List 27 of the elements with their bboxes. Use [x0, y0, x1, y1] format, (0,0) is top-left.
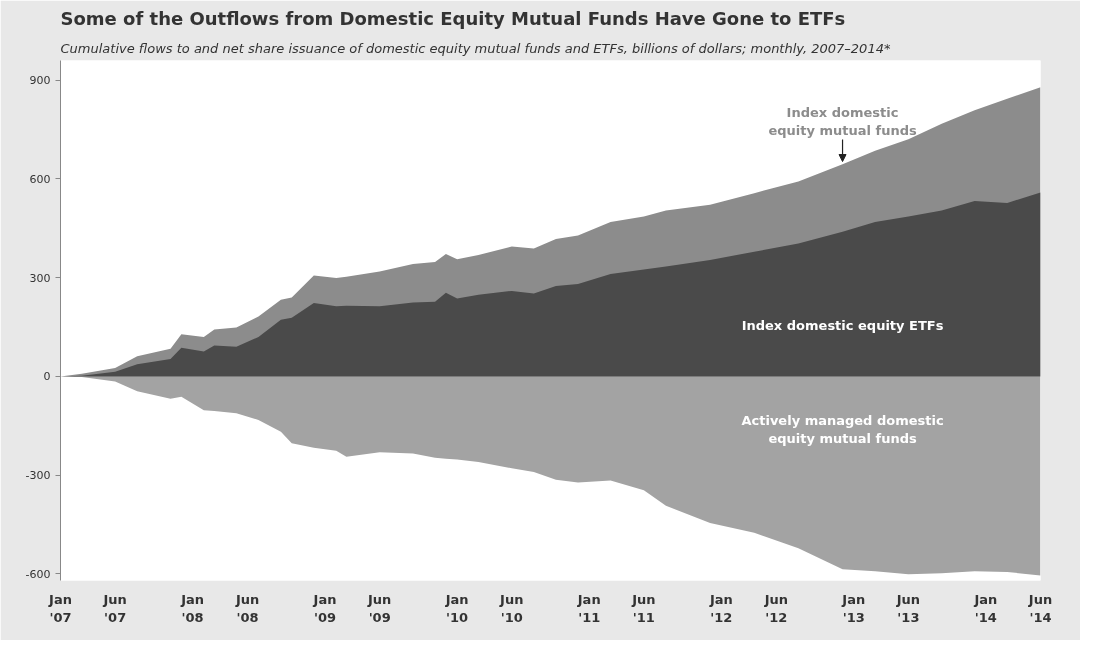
x-tick-label: Jan '09	[312, 591, 337, 625]
x-tick-label: Jan '07	[48, 591, 72, 625]
x-tick-label: Jun '11	[631, 591, 656, 625]
x-tick-label: Jun '09	[367, 591, 392, 625]
series-label: Actively managed domestic equity mutual funds	[741, 412, 944, 446]
x-tick-label: Jun '08	[234, 591, 260, 625]
x-tick-label: Jun '13	[895, 591, 921, 625]
x-tick-label: Jun '12	[763, 591, 789, 625]
x-tick-label: Jun '10	[499, 591, 524, 625]
chart-subtitle: Cumulative flows to and net share issuance of domestic equity mutual funds and ETFs, billions of dollars; monthly, 2007–2014*	[60, 40, 891, 56]
x-tick-label: Jan '12	[708, 591, 733, 625]
x-tick-label: Jun '14	[1027, 591, 1053, 625]
x-tick-label: Jan '08	[180, 591, 205, 625]
x-tick-label: Jan '10	[444, 591, 469, 625]
y-tick-label: -300	[25, 469, 51, 483]
chart-title: Some of the Outflows from Domestic Equity Mutual Funds Have Gone to ETFs	[60, 7, 846, 29]
y-tick-label: 600	[29, 172, 51, 186]
x-tick-label: Jan '14	[973, 591, 998, 625]
x-tick-label: Jun '07	[102, 591, 127, 625]
y-tick-label: 900	[29, 74, 51, 88]
y-tick-label: 300	[29, 271, 51, 285]
y-tick-label: -600	[25, 567, 51, 581]
series-label: Index domestic equity mutual funds	[768, 104, 917, 138]
series-label: Index domestic equity ETFs	[741, 318, 944, 334]
y-tick-label: 0	[43, 370, 51, 384]
x-tick-label: Jan '13	[841, 591, 866, 625]
x-tick-label: Jan '11	[576, 591, 601, 625]
